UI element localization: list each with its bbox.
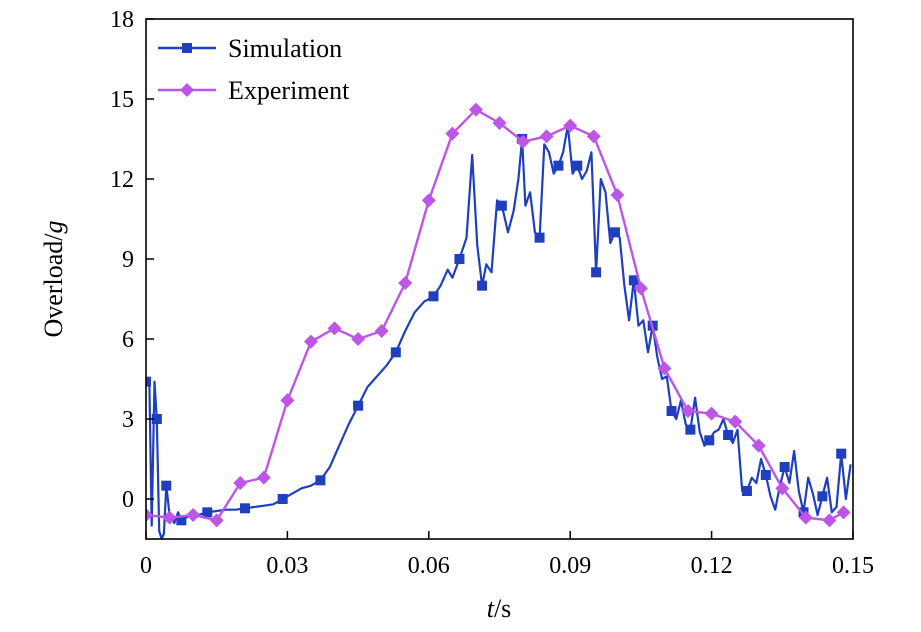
data-point-experiment xyxy=(209,513,224,528)
data-point-experiment xyxy=(775,481,790,496)
data-point-experiment xyxy=(822,513,837,528)
data-point-simulation xyxy=(496,200,507,211)
ticks-layer: 0 0.03 0.06 0.09 0.12 0.15 0 3 6 9 12 15 18 xyxy=(110,7,874,579)
data-point-simulation xyxy=(202,507,213,518)
data-point-experiment xyxy=(351,332,366,346)
data-point-simulation xyxy=(628,275,639,286)
data-point-experiment xyxy=(704,406,719,421)
x-axis-label: t/s xyxy=(487,594,512,623)
data-point-experiment xyxy=(751,438,766,453)
data-point-experiment xyxy=(445,126,460,141)
data-point-experiment xyxy=(186,508,201,522)
data-point-simulation xyxy=(609,227,620,238)
x-tick-label: 0 xyxy=(140,553,152,579)
data-point-experiment xyxy=(421,193,436,208)
legend-swatch-marker xyxy=(182,43,192,53)
y-tick-label: 3 xyxy=(122,407,134,433)
data-point-simulation xyxy=(704,435,715,446)
data-point-simulation xyxy=(723,430,734,440)
y-axis-label: Overload/g xyxy=(39,221,68,338)
data-point-experiment xyxy=(516,134,531,149)
data-point-experiment xyxy=(492,116,507,130)
data-point-simulation xyxy=(553,160,564,171)
data-point-simulation xyxy=(454,254,465,264)
data-point-simulation xyxy=(239,503,250,514)
data-point-simulation xyxy=(477,280,488,291)
y-tick-label: 15 xyxy=(110,87,134,113)
data-point-experiment xyxy=(162,510,177,525)
series-line-simulation xyxy=(146,124,852,539)
data-point-experiment xyxy=(728,414,743,429)
data-point-simulation xyxy=(146,376,151,387)
legend-swatch-marker xyxy=(180,83,194,97)
x-tick-label: 0.06 xyxy=(408,553,450,579)
x-tick-label: 0.03 xyxy=(266,553,308,579)
data-point-simulation xyxy=(685,424,696,435)
data-point-simulation xyxy=(817,491,828,502)
series-layer xyxy=(146,102,852,539)
y-tick-label: 18 xyxy=(110,7,134,33)
data-point-simulation xyxy=(666,406,677,416)
data-point-experiment xyxy=(468,102,483,117)
data-point-experiment xyxy=(256,470,271,485)
y-tick-label: 12 xyxy=(110,167,134,193)
data-point-simulation xyxy=(353,400,364,411)
legend-item-experiment: Experiment xyxy=(158,76,350,105)
y-tick-label: 0 xyxy=(122,487,134,513)
data-point-experiment xyxy=(146,508,153,522)
x-tick-label: 0.15 xyxy=(832,553,874,579)
data-point-simulation xyxy=(779,462,790,472)
legend-label: Experiment xyxy=(228,76,350,105)
data-point-experiment xyxy=(374,324,389,338)
data-point-simulation xyxy=(798,507,809,518)
data-point-simulation xyxy=(315,475,326,486)
legend-label: Simulation xyxy=(228,34,342,63)
data-point-experiment xyxy=(681,404,696,418)
data-point-simulation xyxy=(151,414,162,424)
data-point-experiment xyxy=(327,321,342,336)
data-point-experiment xyxy=(398,276,413,290)
data-point-experiment xyxy=(233,476,248,490)
data-point-simulation xyxy=(428,291,439,302)
data-point-experiment xyxy=(798,510,813,525)
data-point-simulation xyxy=(760,470,771,480)
data-point-experiment xyxy=(657,361,672,376)
data-point-experiment xyxy=(836,505,851,520)
series-experiment xyxy=(146,102,851,528)
legend: Simulation Experiment xyxy=(158,34,350,105)
data-point-simulation xyxy=(176,515,187,526)
data-point-experiment xyxy=(586,129,601,144)
data-point-simulation xyxy=(161,480,172,491)
data-point-experiment xyxy=(610,188,625,202)
data-point-simulation xyxy=(390,347,401,358)
plot-frame xyxy=(145,18,854,540)
data-point-simulation xyxy=(534,232,545,243)
data-point-simulation xyxy=(591,267,602,278)
data-point-simulation xyxy=(741,486,752,496)
data-point-simulation xyxy=(572,160,583,171)
data-point-simulation xyxy=(277,494,288,504)
data-point-experiment xyxy=(280,393,295,408)
data-point-experiment xyxy=(303,334,318,349)
data-point-experiment xyxy=(633,281,648,296)
data-point-simulation xyxy=(836,448,847,459)
series-simulation xyxy=(146,124,852,539)
legend-item-simulation: Simulation xyxy=(158,34,342,63)
y-tick-label: 6 xyxy=(122,327,134,353)
data-point-experiment xyxy=(539,129,554,144)
data-point-experiment xyxy=(563,118,578,133)
x-tick-label: 0.09 xyxy=(549,553,591,579)
x-tick-label: 0.12 xyxy=(691,553,733,579)
y-tick-label: 9 xyxy=(122,247,134,273)
